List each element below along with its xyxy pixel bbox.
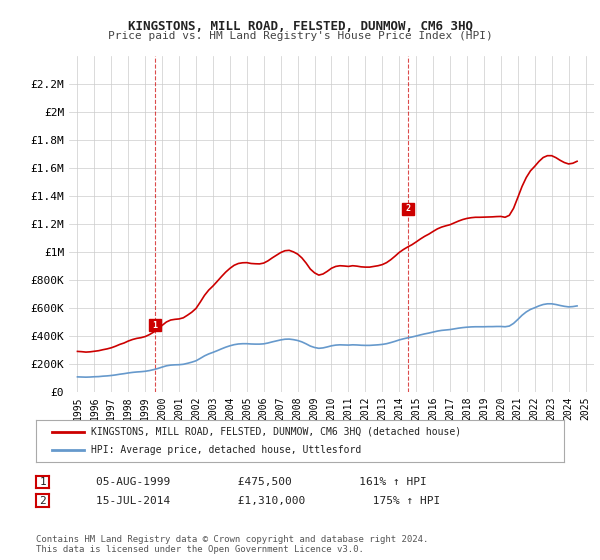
Text: 2: 2 [406, 204, 411, 213]
Text: 1: 1 [39, 477, 46, 487]
Text: 05-AUG-1999          £475,500          161% ↑ HPI: 05-AUG-1999 £475,500 161% ↑ HPI [69, 477, 427, 487]
Text: 2: 2 [39, 496, 46, 506]
Text: KINGSTONS, MILL ROAD, FELSTED, DUNMOW, CM6 3HQ: KINGSTONS, MILL ROAD, FELSTED, DUNMOW, C… [128, 20, 473, 32]
Text: KINGSTONS, MILL ROAD, FELSTED, DUNMOW, CM6 3HQ (detached house): KINGSTONS, MILL ROAD, FELSTED, DUNMOW, C… [91, 427, 461, 437]
Text: 1: 1 [153, 321, 158, 330]
Text: Contains HM Land Registry data © Crown copyright and database right 2024.
This d: Contains HM Land Registry data © Crown c… [36, 535, 428, 554]
Text: HPI: Average price, detached house, Uttlesford: HPI: Average price, detached house, Uttl… [91, 445, 362, 455]
Text: 15-JUL-2014          £1,310,000          175% ↑ HPI: 15-JUL-2014 £1,310,000 175% ↑ HPI [69, 496, 440, 506]
Text: Price paid vs. HM Land Registry's House Price Index (HPI): Price paid vs. HM Land Registry's House … [107, 31, 493, 41]
